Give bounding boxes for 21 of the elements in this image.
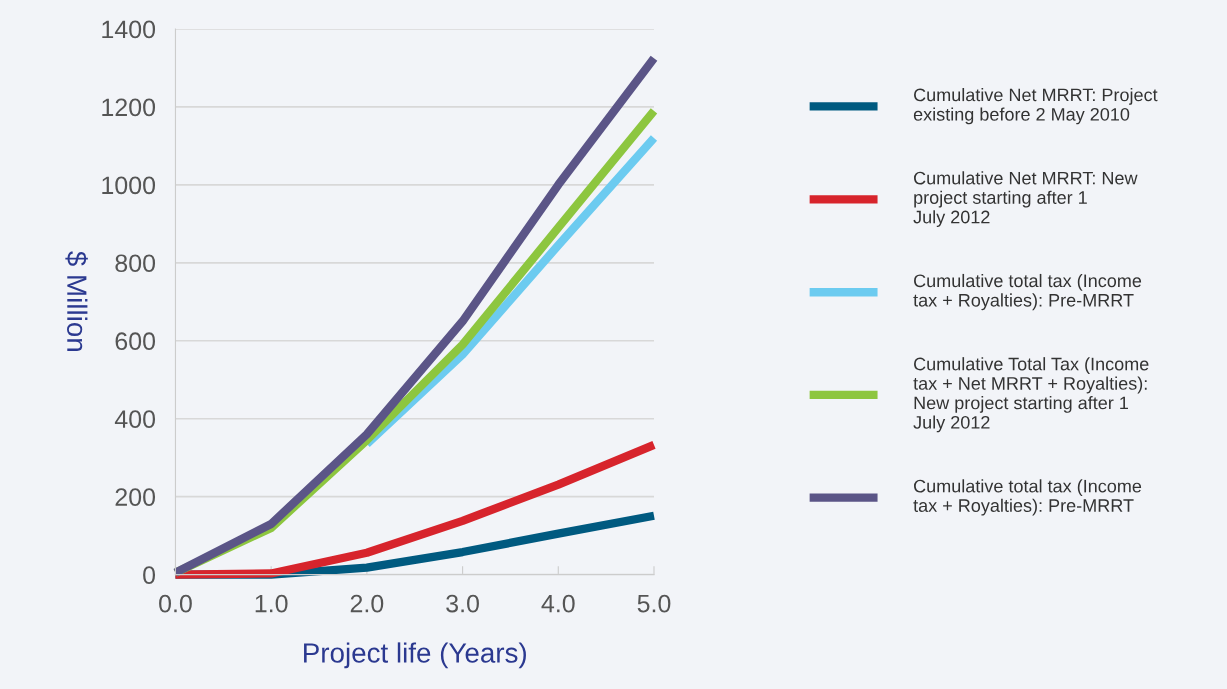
y-tick-label: 600 (115, 332, 156, 351)
y-tick-label: 800 (115, 254, 156, 273)
x-tick-label: 5.0 (637, 594, 671, 613)
legend-label: Cumulative total tax (Income tax + Royalties): Pre-MRRT (913, 273, 1142, 311)
y-tick-label: 400 (114, 410, 156, 429)
x-tick-label: 0.0 (159, 594, 192, 613)
y-tick-label: 1000 (102, 176, 156, 195)
x-axis-title: Project life (Years) (304, 642, 526, 669)
y-tick-label: 200 (115, 488, 156, 506)
y-tick-label: 1200 (102, 98, 156, 117)
legend-label: Cumulative Net MRRT: Project existing before 2 May 2010 (913, 88, 1158, 125)
legend-label: Cumulative Total Tax (Income tax + Net MRRT + Royalties): New project starting after 1 July 2012 (913, 357, 1149, 433)
x-tick-label: 4.0 (541, 594, 575, 613)
legend-label: Cumulative Net MRRT: New project starting after 1 July 2012 (913, 171, 1138, 227)
y-axis-title: $ Million (65, 251, 88, 351)
x-tick-label: 2.0 (350, 594, 384, 613)
x-tick-label: 1.0 (255, 594, 288, 613)
legend-label: Cumulative total tax (Income tax + Royalties): Pre-MRRT (913, 479, 1142, 516)
y-tick-label: 1400 (102, 20, 156, 39)
y-tick-label: 0 (143, 566, 156, 584)
x-tick-label: 3.0 (446, 594, 479, 613)
